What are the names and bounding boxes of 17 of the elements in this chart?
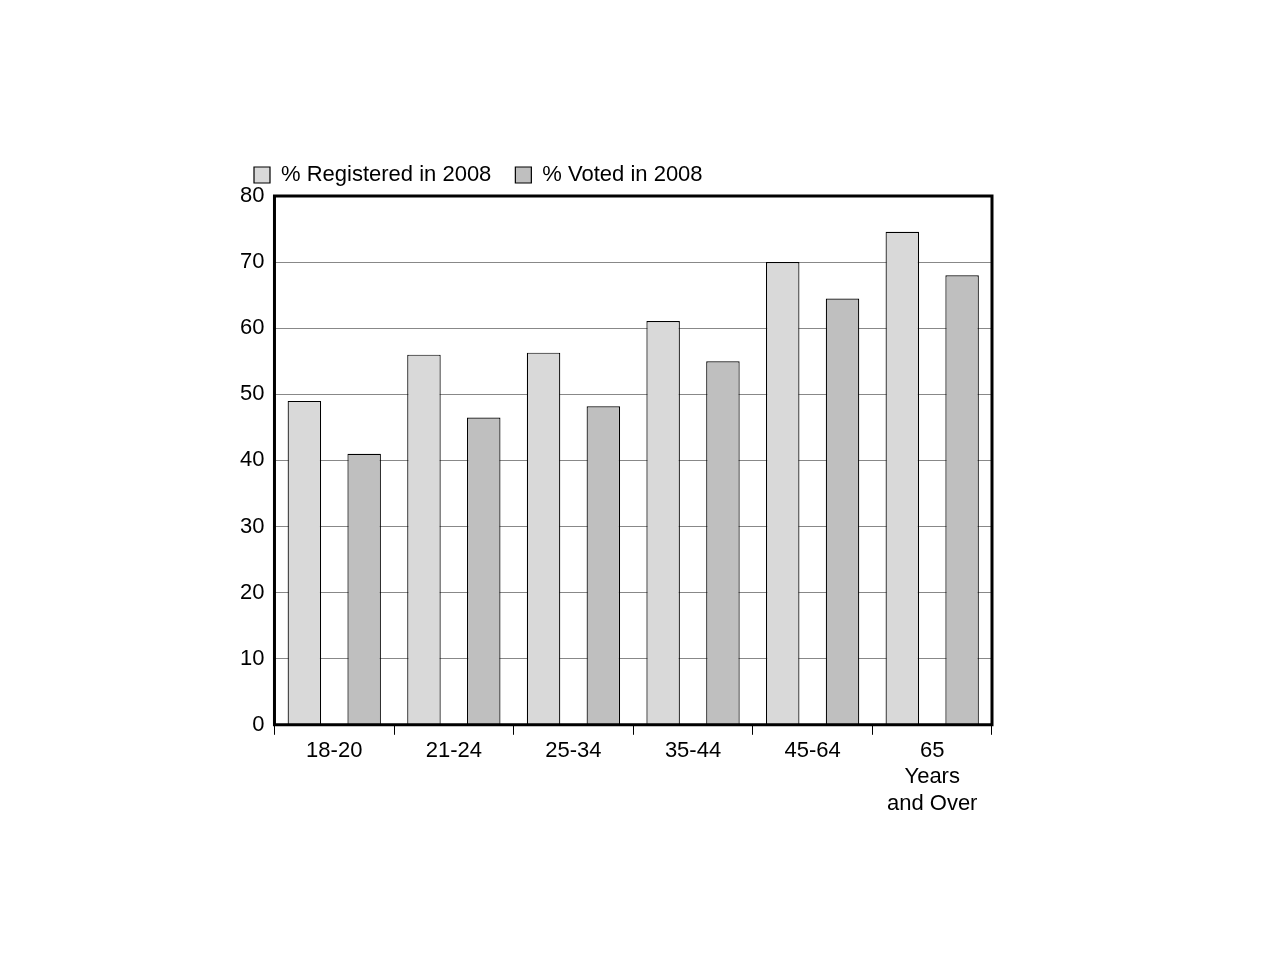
y-tick-label: 60 (239, 314, 265, 340)
legend-label: % Registered in 2008 (281, 161, 492, 187)
legend-label: % Voted in 2008 (542, 161, 703, 187)
x-tick-label: 25-34 (545, 737, 602, 763)
y-tick-label: 40 (239, 446, 265, 472)
x-tick-label: 35-44 (664, 737, 722, 763)
y-tick-label: 80 (239, 182, 265, 208)
y-tick-label: 30 (239, 512, 265, 538)
y-tick-label: 50 (239, 380, 265, 406)
y-tick-label: 10 (239, 644, 265, 670)
y-tick-label: 20 (239, 578, 265, 604)
y-tick-label: 70 (239, 248, 265, 274)
x-tick-label: 45-64 (784, 737, 841, 763)
y-tick-label: 0 (252, 710, 265, 736)
x-tick-label: 18-20 (306, 737, 363, 763)
x-tick-label: 21-24 (425, 737, 482, 763)
x-tick-label: 65 Years and Over (886, 737, 978, 815)
